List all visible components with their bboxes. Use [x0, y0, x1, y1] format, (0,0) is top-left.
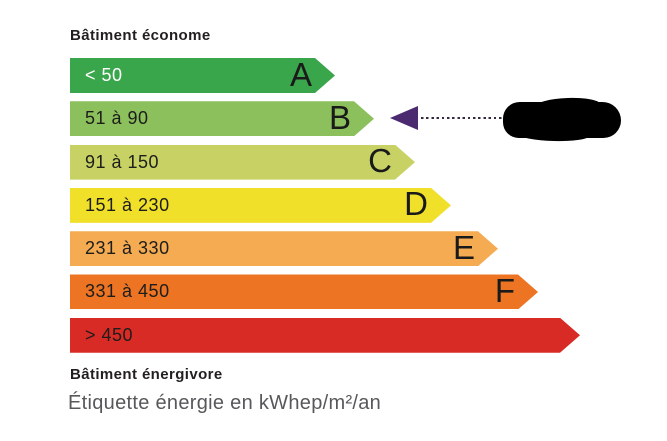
energy-class-arrow: < 50 A	[70, 58, 335, 93]
energy-label-caption: Étiquette énergie en kWhep/m²/an	[68, 392, 382, 414]
energy-class-arrow: 91 à 150 C	[70, 145, 415, 180]
class-letter: B	[328, 98, 351, 136]
class-letter: F	[494, 272, 515, 310]
range-label: 331 à 450	[85, 281, 170, 302]
energy-class-row: 91 à 150 C	[70, 145, 580, 180]
energy-class-row: < 50 A	[70, 58, 580, 93]
class-letter: A	[289, 55, 312, 93]
energy-class-row: 331 à 450 F	[70, 274, 580, 309]
dotted-connector-line	[421, 117, 502, 120]
energy-class-row: 151 à 230 D	[70, 188, 580, 223]
energy-class-arrow: > 450	[70, 318, 580, 353]
energy-class-row: 51 à 90 B	[70, 101, 580, 136]
class-letter: C	[368, 142, 392, 180]
energy-class-arrow: 231 à 330 E	[70, 231, 498, 266]
redacted-value	[503, 102, 621, 138]
energy-class-arrow: 331 à 450 F	[70, 274, 538, 309]
range-label: 91 à 150	[85, 151, 160, 172]
class-letter: E	[452, 228, 475, 266]
energy-intensive-building-label: Bâtiment énergivore	[70, 366, 223, 383]
energy-class-arrow: 51 à 90 B	[70, 101, 374, 136]
energy-class-arrow: 151 à 230 D	[70, 188, 451, 223]
economical-building-label: Bâtiment économe	[70, 27, 211, 44]
energy-class-row: 231 à 330 E	[70, 231, 580, 266]
range-label: < 50	[85, 65, 123, 85]
class-letter: D	[404, 185, 428, 223]
energy-scale: < 50 A 51 à 90 B 91 à 150 C 151 à 230 D …	[70, 58, 580, 353]
range-label: 151 à 230	[85, 194, 170, 215]
range-label: 231 à 330	[85, 238, 170, 259]
energy-class-row: > 450	[70, 318, 580, 353]
range-label: > 450	[85, 324, 134, 345]
range-label: 51 à 90	[85, 108, 149, 129]
